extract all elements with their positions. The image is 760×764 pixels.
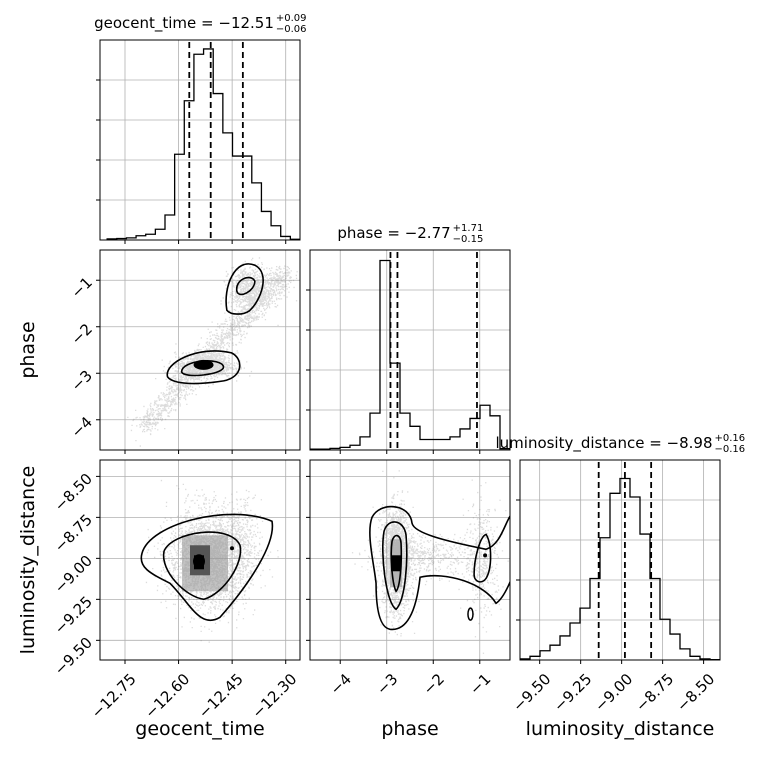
panel-border bbox=[99, 249, 301, 451]
contour-right bbox=[473, 533, 492, 583]
histogram-step-luminosity_distance bbox=[520, 477, 720, 660]
scatter-points-geocent_time-phase bbox=[127, 257, 298, 447]
x-tick-label-geocent_time-2: −12.45 bbox=[195, 670, 247, 722]
y-tick-label-luminosity_distance-0: −9.50 bbox=[51, 634, 96, 679]
panel-border bbox=[519, 459, 721, 661]
contour-mid bbox=[180, 360, 225, 377]
density-dot bbox=[230, 546, 234, 551]
title-upper-err-luminosity_distance: +0.16 bbox=[715, 433, 746, 444]
panel-border bbox=[99, 39, 301, 241]
y-tick-label-luminosity_distance-3: −8.75 bbox=[51, 511, 96, 556]
y-tick-label-luminosity_distance-4: −8.50 bbox=[51, 470, 96, 515]
title-upper-err-geocent_time: +0.09 bbox=[276, 13, 307, 24]
y-tick-label-phase-1: −3 bbox=[68, 367, 96, 395]
contour-outer bbox=[166, 350, 241, 385]
x-axis-label-luminosity_distance: luminosity_distance bbox=[526, 718, 715, 740]
panel-phase-phase: phase = −2.77 +1.71−0.15 bbox=[306, 223, 511, 454]
panel-border bbox=[309, 459, 511, 661]
contour-island bbox=[467, 607, 474, 621]
y-tick-label-phase-3: −1 bbox=[68, 274, 96, 302]
x-tick-label-phase-1: −3 bbox=[373, 670, 401, 698]
contour-outer bbox=[140, 513, 274, 621]
panel-title-phase: phase = −2.77 bbox=[337, 224, 450, 242]
scatter-points-phase-luminosity_distance bbox=[351, 470, 509, 654]
panel-border bbox=[309, 249, 511, 451]
panel-border bbox=[99, 459, 301, 661]
y-tick-label-luminosity_distance-2: −9.00 bbox=[51, 552, 96, 597]
x-tick-label-luminosity_distance-3: −8.75 bbox=[632, 670, 677, 715]
x-tick-label-luminosity_distance-1: −9.25 bbox=[550, 670, 595, 715]
x-axis-label-phase: phase bbox=[381, 718, 438, 740]
contour-upper bbox=[225, 263, 264, 315]
panel-geocent_time-phase: −4 −3 −2 −1 phase bbox=[17, 249, 301, 454]
x-tick-label-geocent_time-1: −12.60 bbox=[141, 670, 193, 722]
histogram-step-phase bbox=[310, 259, 510, 450]
title-lower-err-geocent_time: −0.06 bbox=[276, 24, 307, 35]
y-axis-label-luminosity_distance: luminosity_distance bbox=[17, 466, 39, 655]
x-tick-label-geocent_time-3: −12.30 bbox=[248, 670, 300, 722]
x-axis-label-geocent_time: geocent_time bbox=[135, 718, 264, 740]
x-tick-label-geocent_time-0: −12.75 bbox=[88, 670, 140, 722]
y-tick-label-luminosity_distance-1: −9.25 bbox=[51, 593, 96, 638]
x-tick-label-luminosity_distance-2: −9.00 bbox=[591, 670, 636, 715]
y-tick-label-phase-2: −2 bbox=[68, 320, 96, 348]
panel-geocent_time-geocent_time: geocent_time = −12.51 +0.09−0.06 bbox=[94, 13, 307, 244]
contour-upper-inner bbox=[236, 276, 256, 296]
density-dot bbox=[483, 553, 488, 558]
title-lower-err-luminosity_distance: −0.16 bbox=[715, 444, 746, 455]
panel-title-luminosity_distance: luminosity_distance = −8.98 bbox=[495, 434, 712, 453]
contour-outer bbox=[369, 505, 510, 631]
title-upper-err-phase: +1.71 bbox=[453, 223, 484, 234]
density-peak bbox=[193, 554, 205, 569]
density-block-core bbox=[391, 555, 402, 572]
histogram-step-geocent_time bbox=[106, 48, 300, 240]
x-tick-label-phase-0: −4 bbox=[327, 670, 355, 698]
y-tick-label-phase-0: −4 bbox=[68, 413, 96, 441]
y-axis-label-phase: phase bbox=[17, 321, 39, 378]
panel-geocent_time-luminosity_distance: −9.50−9.25−9.00−8.75−8.50 luminosity_dist… bbox=[17, 459, 301, 740]
contour-inner bbox=[390, 534, 403, 593]
density-peak bbox=[193, 359, 214, 370]
x-tick-label-phase-2: −2 bbox=[420, 670, 448, 698]
contour-mid bbox=[381, 521, 408, 611]
x-tick-label-luminosity_distance-0: −9.50 bbox=[509, 670, 554, 715]
x-tick-label-luminosity_distance-4: −8.50 bbox=[673, 670, 718, 715]
panel-title-geocent_time: geocent_time = −12.51 bbox=[94, 14, 274, 33]
panel-phase-luminosity_distance: −4 −3 −2 −1 phase bbox=[306, 459, 511, 740]
x-tick-label-phase-3: −1 bbox=[466, 670, 494, 698]
title-lower-err-phase: −0.15 bbox=[453, 234, 484, 245]
panel-luminosity_distance-luminosity_distance: luminosity_distance = −8.98 +0.16−0.16 −9.… bbox=[495, 433, 745, 740]
contour-mid bbox=[162, 531, 242, 601]
